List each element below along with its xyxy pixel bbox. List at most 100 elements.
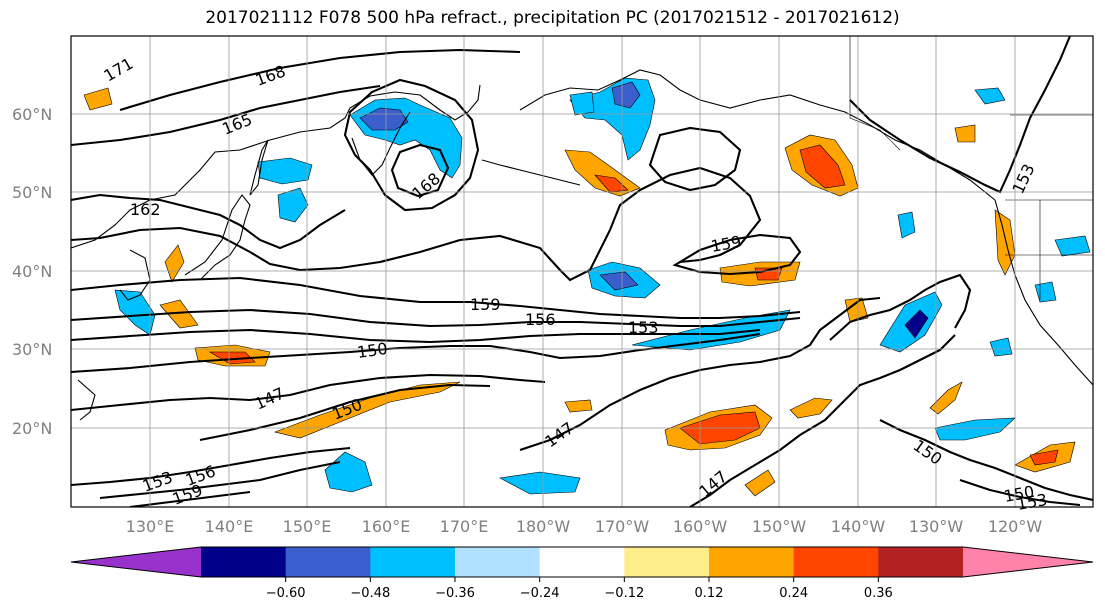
precipitation-shading [83, 77, 1091, 497]
shade-blue-w5 [897, 211, 916, 239]
lon-label: 170°E [440, 517, 489, 536]
contour-150-lower [199, 383, 491, 442]
refractivity-contours [71, 36, 1093, 507]
shade-blue-bering2 [569, 91, 595, 116]
contour-147 [71, 373, 546, 412]
contour-168-inner [390, 143, 450, 198]
shade-blue-japan [257, 157, 313, 185]
lon-label: 130°W [909, 517, 964, 536]
lat-label-20n: 20°N [12, 419, 52, 438]
contour-159-loop [672, 233, 802, 276]
lon-label: 140°W [831, 517, 886, 536]
coast-japan [184, 194, 251, 281]
contour-156 [71, 308, 801, 328]
colorbar-swatch [539, 547, 625, 577]
lat-label-40n: 40°N [12, 262, 52, 281]
shade-blue-hawaii [934, 417, 1016, 441]
lat-label-60n: 60°N [12, 105, 52, 124]
contour-153 [71, 328, 761, 344]
colorbar-tick-label: 0.36 [864, 586, 893, 601]
colorbar-tick-label: −0.24 [520, 586, 560, 601]
shade-blue-japan2 [277, 187, 309, 223]
contour-label: 153 [1015, 490, 1048, 514]
shade-dkblue-east [904, 309, 929, 339]
shade-red-aleut [594, 174, 629, 193]
colorbar-outline [70, 546, 1094, 578]
graticule [71, 36, 1093, 507]
latitude-labels: 60°N 50°N 40°N 30°N 20°N [12, 105, 52, 438]
shade-orange-e4 [744, 469, 776, 497]
colorbar-tick-label: −0.60 [266, 586, 306, 601]
contour-label: 156 [525, 310, 556, 329]
lon-label: 130°E [126, 517, 175, 536]
shade-orange-nw [83, 87, 113, 111]
colorbar-swatch [455, 547, 541, 577]
lon-label: 160°W [673, 517, 728, 536]
contour-label: 153 [628, 318, 659, 337]
longitude-labels: 130°E 140°E 150°E 160°E 170°E 180°W 170°… [126, 517, 1043, 536]
shade-orange-sw2 [273, 381, 461, 439]
contour-153-lower [71, 446, 351, 487]
colorbar-swatch [285, 547, 371, 577]
shade-red-se [1029, 449, 1059, 466]
colorbar: −0.60 −0.48 −0.36 −0.24 −0.12 0.12 0.24 0.36 [70, 546, 1094, 601]
lon-label: 150°W [752, 517, 807, 536]
borders [849, 36, 1093, 300]
colorbar-tick-label: −0.12 [604, 586, 644, 601]
colorbar-tick-label: 0.12 [695, 586, 724, 601]
contour-156-lower [99, 460, 341, 500]
shade-orange-japan [164, 244, 185, 283]
colorbar-tick-label: −0.36 [435, 586, 475, 601]
lon-label: 140°E [205, 517, 254, 536]
colorbar-swatch [201, 547, 287, 577]
lat-label-50n: 50°N [12, 183, 52, 202]
lon-label: 160°E [362, 517, 411, 536]
colorbar-swatch [793, 547, 879, 577]
contour-147-east [519, 296, 881, 451]
lon-label: 180°W [516, 517, 571, 536]
colorbar-swatch [624, 547, 710, 577]
colorbar-extend-low [71, 547, 201, 577]
contour-162 [71, 193, 346, 250]
shade-blue-w3 [989, 337, 1013, 357]
shade-dkblue-nwpac [599, 271, 639, 291]
colorbar-swatch [878, 547, 964, 577]
shade-blue-sw [499, 471, 581, 495]
contour-label: 162 [130, 200, 161, 219]
shade-orange-e2 [929, 381, 963, 415]
contour-150 [71, 332, 761, 374]
contour-159-north [71, 166, 762, 282]
shade-dkblue-okhotsk [359, 107, 409, 131]
colorbar-swatch [370, 547, 456, 577]
shade-orange-e6 [564, 399, 593, 413]
coast-namerica [994, 199, 1093, 386]
colorbar-tick-label: 0.24 [779, 586, 808, 601]
border-canada-alaska [849, 36, 901, 151]
contour-mid-east [648, 126, 742, 192]
coast-sakhalin [249, 139, 269, 196]
lon-label: 170°W [595, 517, 650, 536]
contour-153-se [959, 479, 1081, 507]
coast-korea [119, 249, 151, 301]
lat-label-30n: 30°N [12, 340, 52, 359]
colorbar-tick-label: −0.48 [350, 586, 390, 601]
map-title: 2017021112 F078 500 hPa refract., precip… [205, 8, 900, 28]
colorbar-swatch [709, 547, 795, 577]
map-frame [70, 35, 1094, 508]
colorbar-extend-high [963, 547, 1093, 577]
shade-red-gulf [799, 144, 846, 189]
coast-asia [71, 84, 481, 249]
shade-orange-e1 [789, 397, 833, 419]
lon-label: 120°W [988, 517, 1043, 536]
shade-orange-e5 [954, 124, 976, 143]
contour-150-se [879, 419, 1093, 502]
contour-168-north [119, 48, 521, 112]
shade-orange-e3 [844, 297, 869, 323]
contour-147-south [689, 334, 956, 507]
shade-dkblue-bering [611, 81, 641, 109]
shade-orange-taiwan [159, 299, 199, 329]
contour-label: 150 [356, 339, 389, 362]
coast-aleutians [481, 159, 581, 186]
shade-blue-w4 [1054, 235, 1091, 257]
